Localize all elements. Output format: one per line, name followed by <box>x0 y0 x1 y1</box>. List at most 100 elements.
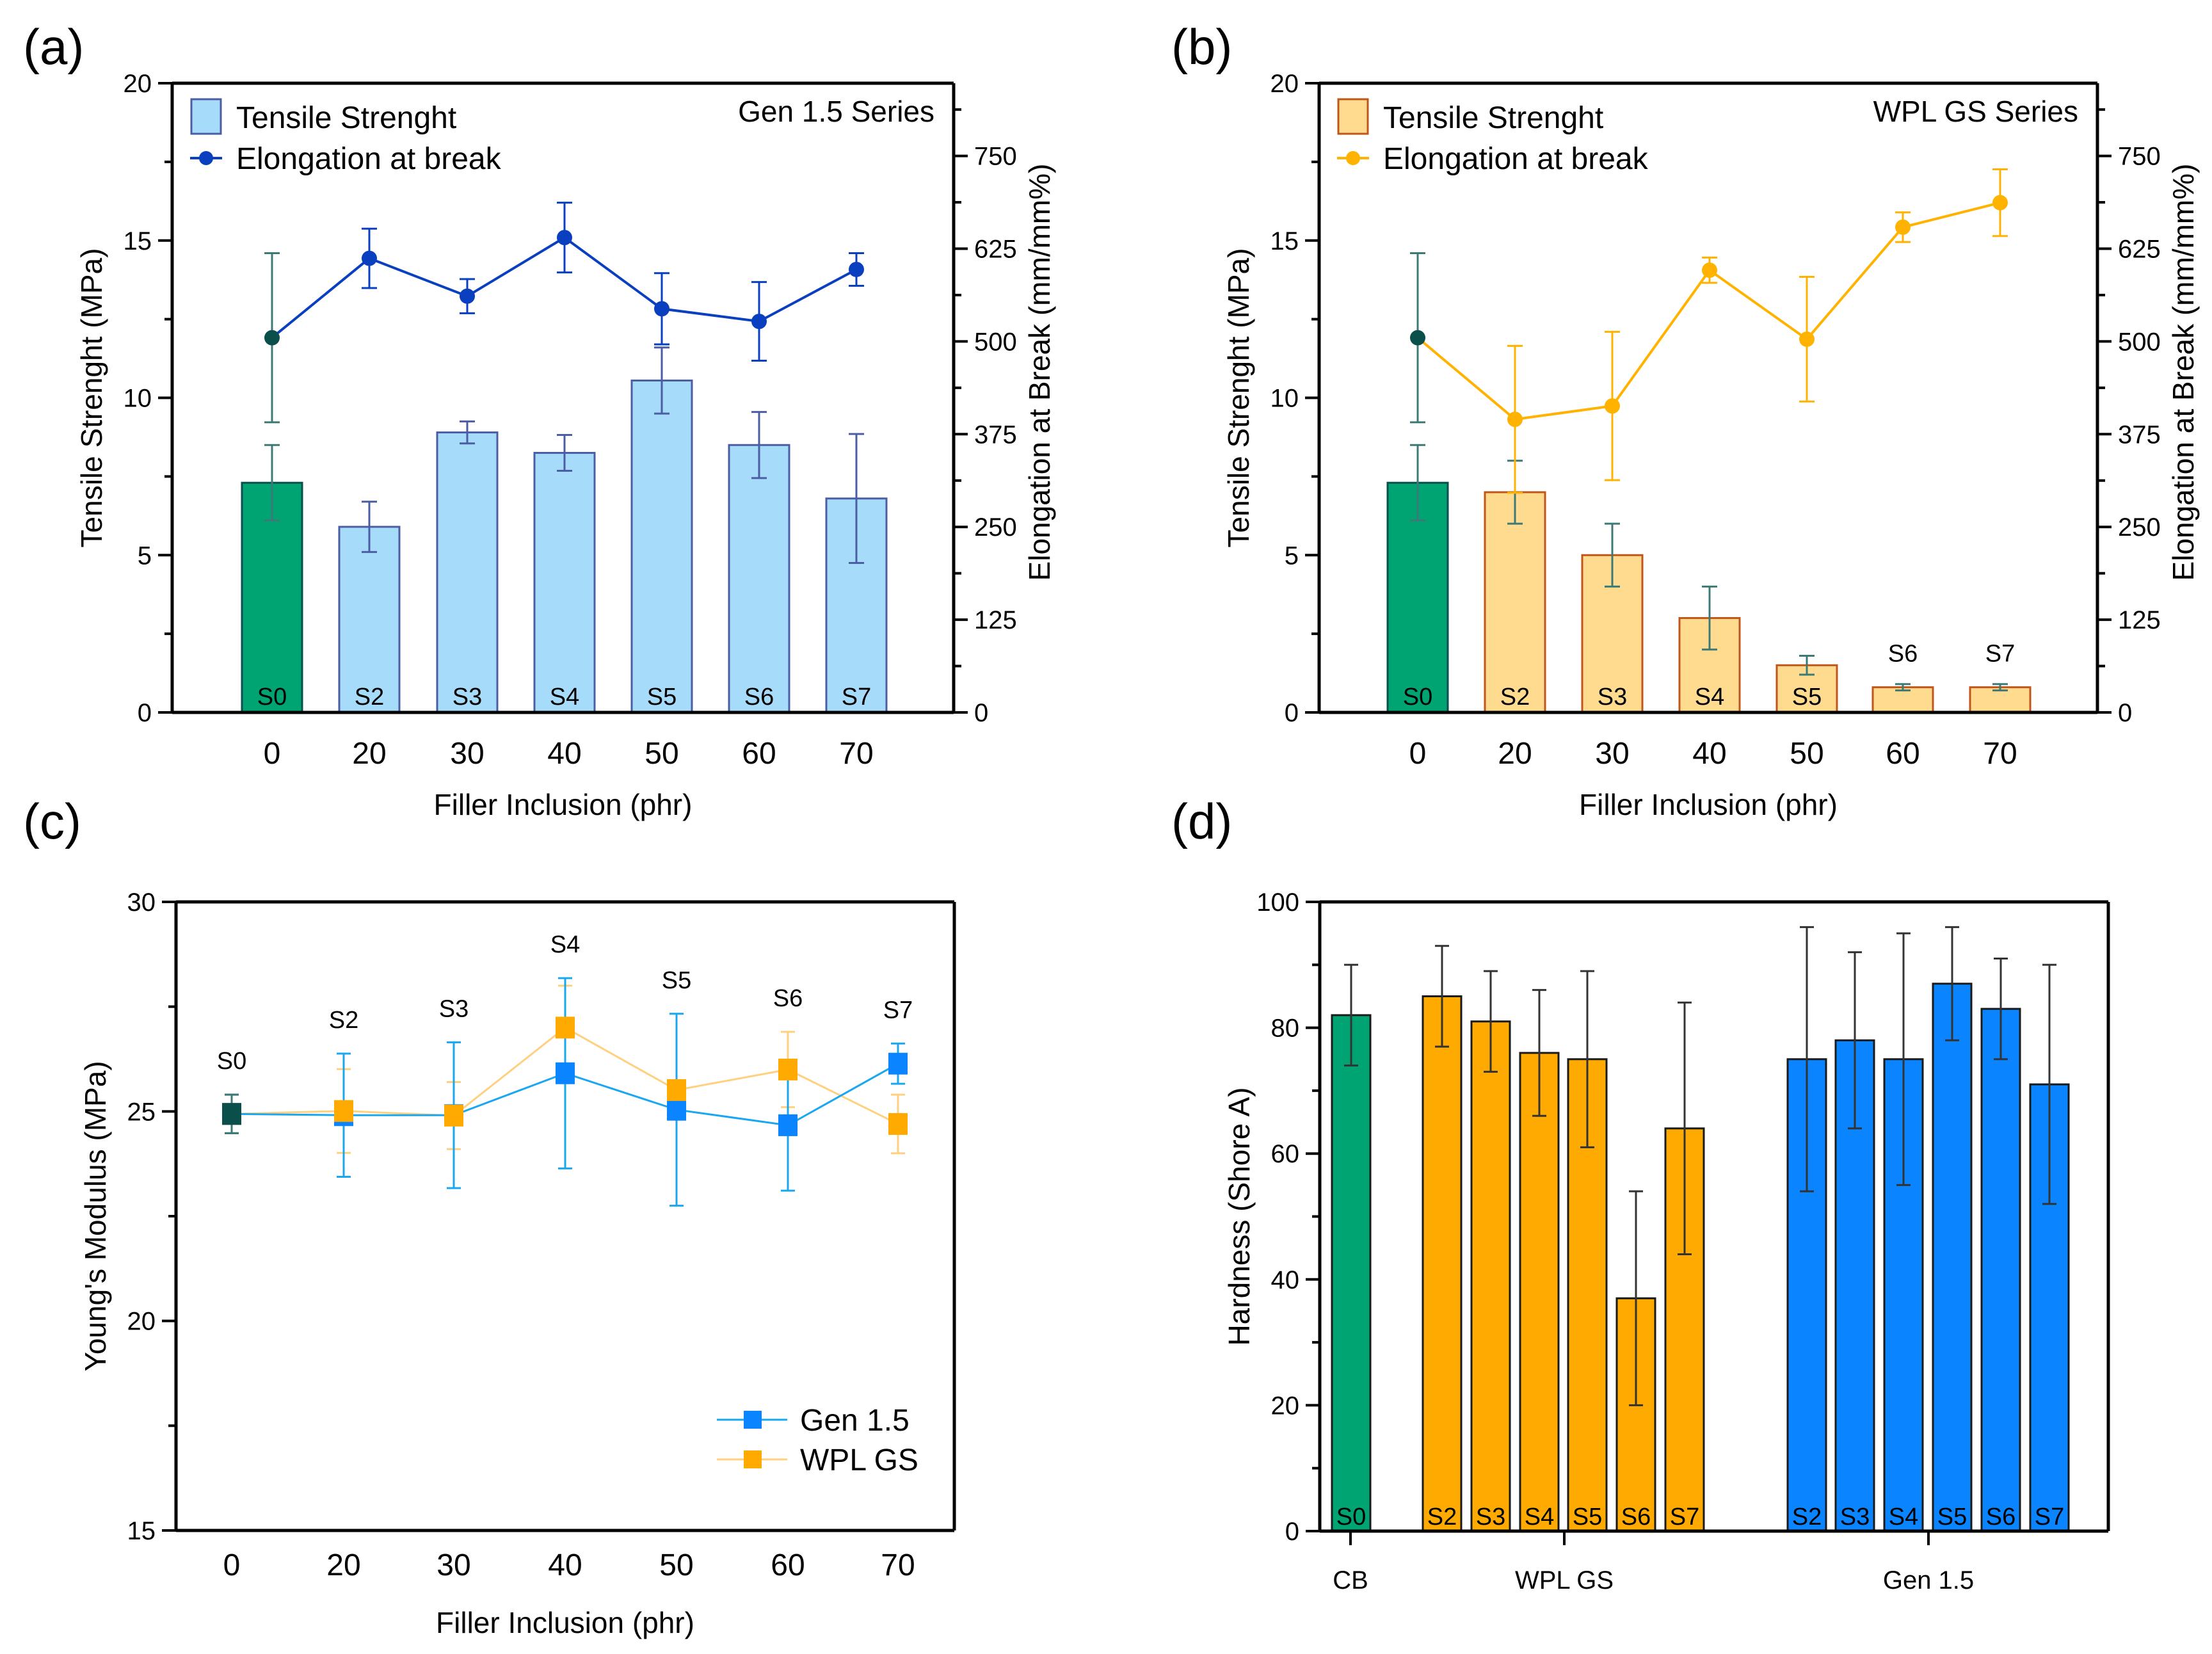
legend-label-wpl-gs: WPL GS <box>800 1443 918 1477</box>
legend-swatch-bar <box>190 98 222 135</box>
y2-tick-label: 0 <box>974 699 988 727</box>
x-tick-label: 0 <box>1409 737 1427 771</box>
y-tick-label: 20 <box>1270 70 1299 98</box>
elongation-point-S0 <box>264 330 280 346</box>
sample-label-S6: S6 <box>773 985 803 1012</box>
bar-wpl-gs-S2 <box>1422 995 1463 1532</box>
x-tick-label: 60 <box>742 737 776 771</box>
y2-tick-label: 125 <box>974 606 1017 634</box>
sample-label-S3: S3 <box>1840 1504 1870 1530</box>
x-tick-label: 30 <box>437 1548 470 1582</box>
legend-label-elongation: Elongation at break <box>1383 142 1649 176</box>
y-tick-label: 0 <box>1285 1518 1299 1546</box>
x-tick-label: 50 <box>645 737 678 771</box>
sample-label-S7: S7 <box>883 997 913 1024</box>
x-tick-label: 70 <box>1983 737 2017 771</box>
elongation-point-S6 <box>1895 219 1911 235</box>
y2-tick-label: 375 <box>974 421 1017 449</box>
point-gen-1.5-S4 <box>556 1062 575 1084</box>
y-axis-title: Tensile Strenght (MPa) <box>75 248 108 548</box>
y-tick-label: 10 <box>124 385 152 413</box>
y2-tick-label: 750 <box>2118 143 2161 171</box>
x-group-label: WPL GS <box>1515 1566 1614 1594</box>
elongation-point-S2 <box>1507 412 1523 428</box>
elongation-point-S2 <box>362 250 377 266</box>
y-tick-label: 20 <box>124 70 152 98</box>
point-wpl-gs-S0 <box>222 1103 241 1125</box>
y-tick-label: 0 <box>1285 699 1299 727</box>
sample-label-S3: S3 <box>453 684 482 711</box>
elongation-point-S3 <box>1605 398 1620 414</box>
y2-axis-title: Elongation at Break (mm/mm%) <box>2167 164 2200 581</box>
panel-label-d: (d) <box>1171 793 1232 849</box>
y-tick-label: 40 <box>1271 1266 1300 1294</box>
x-tick-label: 20 <box>326 1548 360 1582</box>
bar-S5 <box>630 379 693 714</box>
point-wpl-gs-S4 <box>556 1016 575 1039</box>
sample-label-S2: S2 <box>1792 1504 1822 1530</box>
y2-tick-label: 625 <box>974 236 1017 264</box>
elongation-point-S5 <box>654 301 669 317</box>
legend-label-gen-1.5: Gen 1.5 <box>800 1404 910 1438</box>
x-axis-title: Filler Inclusion (phr) <box>1579 788 1838 821</box>
y2-tick-label: 250 <box>974 513 1017 542</box>
elongation-line <box>1416 201 2001 421</box>
elongation-point-S0 <box>1410 330 1425 346</box>
legend-label-tensile: Tensile Strenght <box>1383 101 1603 135</box>
x-tick-label: 0 <box>264 737 281 771</box>
x-tick-label: 40 <box>1692 737 1726 771</box>
sample-label-S4: S4 <box>550 931 580 958</box>
bar-wpl-gs-S3 <box>1470 1020 1511 1532</box>
legend-label-tensile: Tensile Strenght <box>236 101 456 135</box>
x-tick-label: 70 <box>881 1548 915 1582</box>
elongation-point-S7 <box>1992 195 2008 211</box>
y-tick-label: 100 <box>1256 888 1299 917</box>
panel-label-b: (b) <box>1171 19 1232 75</box>
sample-label-S3: S3 <box>1598 684 1627 711</box>
bar-gen-1.5-S6 <box>1980 1008 2021 1532</box>
bar-S2 <box>338 526 401 714</box>
sample-label-S0: S0 <box>257 684 287 711</box>
sample-label-S3: S3 <box>439 995 469 1022</box>
elongation-point-S6 <box>751 314 767 330</box>
sample-label-S6: S6 <box>1986 1504 2016 1530</box>
y-tick-label: 5 <box>138 542 152 570</box>
x-tick-label: 40 <box>547 737 581 771</box>
sample-label-S6: S6 <box>744 684 774 711</box>
y2-tick-label: 750 <box>974 143 1017 171</box>
sample-label-S2: S2 <box>355 684 384 711</box>
panel-label-a: (a) <box>23 19 84 75</box>
y-tick-label: 20 <box>1271 1392 1300 1420</box>
y2-tick-label: 500 <box>2118 328 2161 356</box>
sample-label-S5: S5 <box>1937 1504 1967 1530</box>
sample-label-S0: S0 <box>1403 684 1432 711</box>
x-tick-label: 50 <box>659 1548 693 1582</box>
y-tick-label: 25 <box>127 1098 156 1126</box>
legend-swatch-marker <box>199 151 213 165</box>
elongation-point-S4 <box>557 230 572 246</box>
legend-swatch-marker <box>744 1411 762 1429</box>
sample-label-S6: S6 <box>1888 641 1918 668</box>
legend-swatch-bar <box>1337 98 1369 135</box>
sample-label-S5: S5 <box>1792 684 1822 711</box>
sample-label-S5: S5 <box>662 967 691 994</box>
point-gen-1.5-S6 <box>778 1114 797 1136</box>
point-wpl-gs-S7 <box>888 1112 908 1135</box>
y2-axis-title: Elongation at Break (mm/mm%) <box>1023 164 1056 581</box>
y-axis-title: Hardness (Shore A) <box>1222 1088 1256 1346</box>
panel-label-c: (c) <box>23 793 81 849</box>
sample-label-S2: S2 <box>1500 684 1530 711</box>
x-group-label: Gen 1.5 <box>1883 1566 1974 1594</box>
y2-tick-label: 375 <box>2118 421 2161 449</box>
point-gen-1.5-S7 <box>888 1052 908 1075</box>
x-tick-label: 70 <box>839 737 873 771</box>
bar-gen-1.5-S5 <box>1932 983 1973 1532</box>
y-axis-title: Tensile Strenght (MPa) <box>1222 248 1255 548</box>
bar-S3 <box>436 431 499 714</box>
y2-tick-label: 0 <box>2118 699 2132 727</box>
elongation-point-S4 <box>1702 262 1717 278</box>
y-tick-label: 5 <box>1285 542 1299 570</box>
